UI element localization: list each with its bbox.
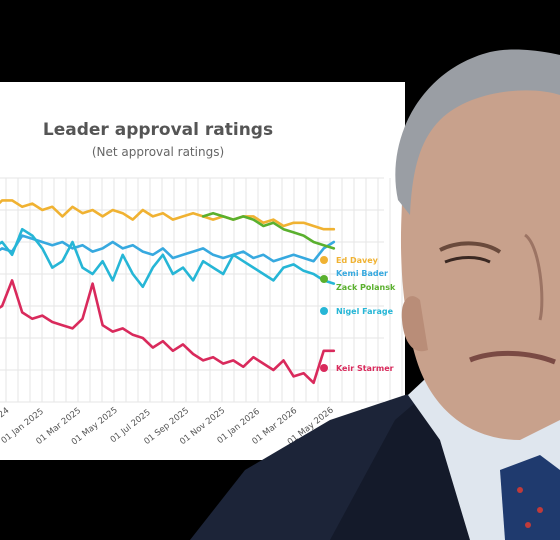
legend-label-ed-davey: Ed Davey [336, 256, 379, 265]
series-lines [0, 199, 336, 385]
pursed-mouth [469, 351, 556, 365]
legend-label-zack-polanski: Zack Polansk [336, 283, 396, 292]
grey-hair [395, 49, 560, 215]
eyebrow [439, 241, 502, 254]
series-line-zack-polanski [201, 211, 336, 250]
legend-marker-kemi-badenoch [320, 275, 328, 283]
series-line-keir-starmer [0, 279, 336, 385]
legend-marker-keir-starmer [320, 364, 328, 372]
necktie [500, 455, 560, 540]
legend: Ed Davey Kemi Bader Zack Polansk Nigel F… [320, 256, 396, 373]
legend-label-keir-starmer: Keir Starmer [336, 364, 394, 373]
series-line-nigel-farage [0, 227, 336, 289]
chart-card [0, 82, 405, 460]
eye [444, 256, 491, 264]
legend-marker-ed-davey [320, 256, 328, 264]
chart-subtitle: (Net approval ratings) [92, 145, 224, 159]
chart-title: Leader approval ratings [43, 120, 273, 140]
series-line-ed-davey [0, 199, 336, 231]
nose [523, 233, 544, 321]
ear [401, 296, 428, 352]
legend-marker-nigel-farage [320, 307, 328, 315]
series-line-kemi-badenoch [0, 234, 336, 263]
legend-label-nigel-farage: Nigel Farage [336, 307, 394, 316]
photo-of-man-in-suit [190, 49, 560, 540]
face [400, 54, 560, 441]
legend-label-kemi-badenoch: Kemi Bader [336, 269, 388, 278]
